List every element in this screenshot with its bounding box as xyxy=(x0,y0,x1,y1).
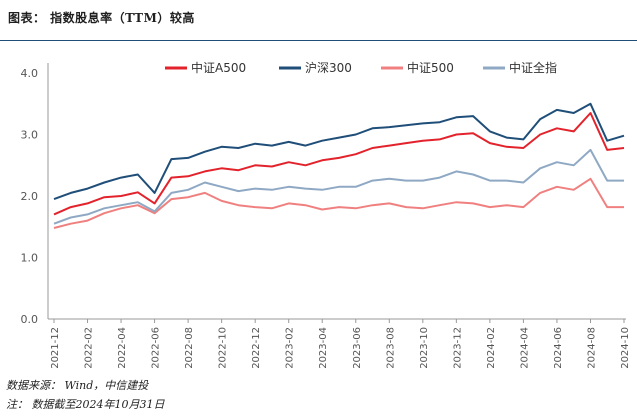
chart-legend: 中证A500 沪深300 中证500 中证全指 xyxy=(165,60,557,75)
y-tick-label: 3.0 xyxy=(21,129,39,142)
chart-title: 图表： 指数股息率（TTM）较高 xyxy=(8,11,195,25)
x-tick-label: 2024-08 xyxy=(586,327,597,369)
x-tick-label: 2022-06 xyxy=(151,327,162,369)
x-axis: 2021-12 2022-02 2022-04 2022-06 2022-08 2022-… xyxy=(48,318,631,369)
x-tick-label: 2023-06 xyxy=(352,327,363,369)
legend-label-3: 中证500 xyxy=(407,60,454,75)
y-tick-label: 2.0 xyxy=(21,190,39,203)
y-axis: 0.0 1.0 2.0 3.0 4.0 xyxy=(21,63,49,326)
x-tick-label: 2022-02 xyxy=(84,327,95,369)
line-chart: 中证A500 沪深300 中证500 中证全指 0.0 1.0 2.0 3.0 4.0 202… xyxy=(21,60,632,369)
source-note: 数据来源： Wind，中信建投 xyxy=(6,379,149,392)
x-tick-label: 2024-02 xyxy=(486,327,497,369)
series-line-1 xyxy=(53,112,625,216)
y-tick-label: 1.0 xyxy=(21,252,39,265)
series-line-3 xyxy=(53,177,624,229)
y-tick-label: 4.0 xyxy=(21,67,39,80)
series-line-4 xyxy=(53,148,624,225)
date-note: 注： 数据截至2024年10月31日 xyxy=(6,398,165,411)
x-tick-label: 2023-10 xyxy=(419,327,430,369)
x-tick-label: 2023-02 xyxy=(285,327,296,369)
x-tick-label: 2024-10 xyxy=(620,327,631,369)
x-tick-label: 2022-10 xyxy=(218,327,229,369)
series-line-2 xyxy=(53,102,625,201)
x-tick-label: 2021-12 xyxy=(50,327,61,369)
x-tick-label: 2024-06 xyxy=(553,327,564,369)
y-tick-label: 0.0 xyxy=(21,313,39,326)
legend-label-4: 中证全指 xyxy=(509,60,557,75)
x-tick-label: 2023-12 xyxy=(452,327,463,369)
title-divider xyxy=(0,40,637,41)
plot-area xyxy=(53,102,625,229)
x-tick-label: 2022-08 xyxy=(184,327,195,369)
x-tick-label: 2022-12 xyxy=(251,327,262,369)
x-tick-label: 2022-04 xyxy=(117,327,128,369)
legend-label-1: 中证A500 xyxy=(191,60,246,75)
x-tick-label: 2023-08 xyxy=(385,327,396,369)
x-tick-label: 2023-04 xyxy=(318,327,329,369)
legend-label-2: 沪深300 xyxy=(305,61,352,75)
x-tick-label: 2024-04 xyxy=(519,327,530,369)
